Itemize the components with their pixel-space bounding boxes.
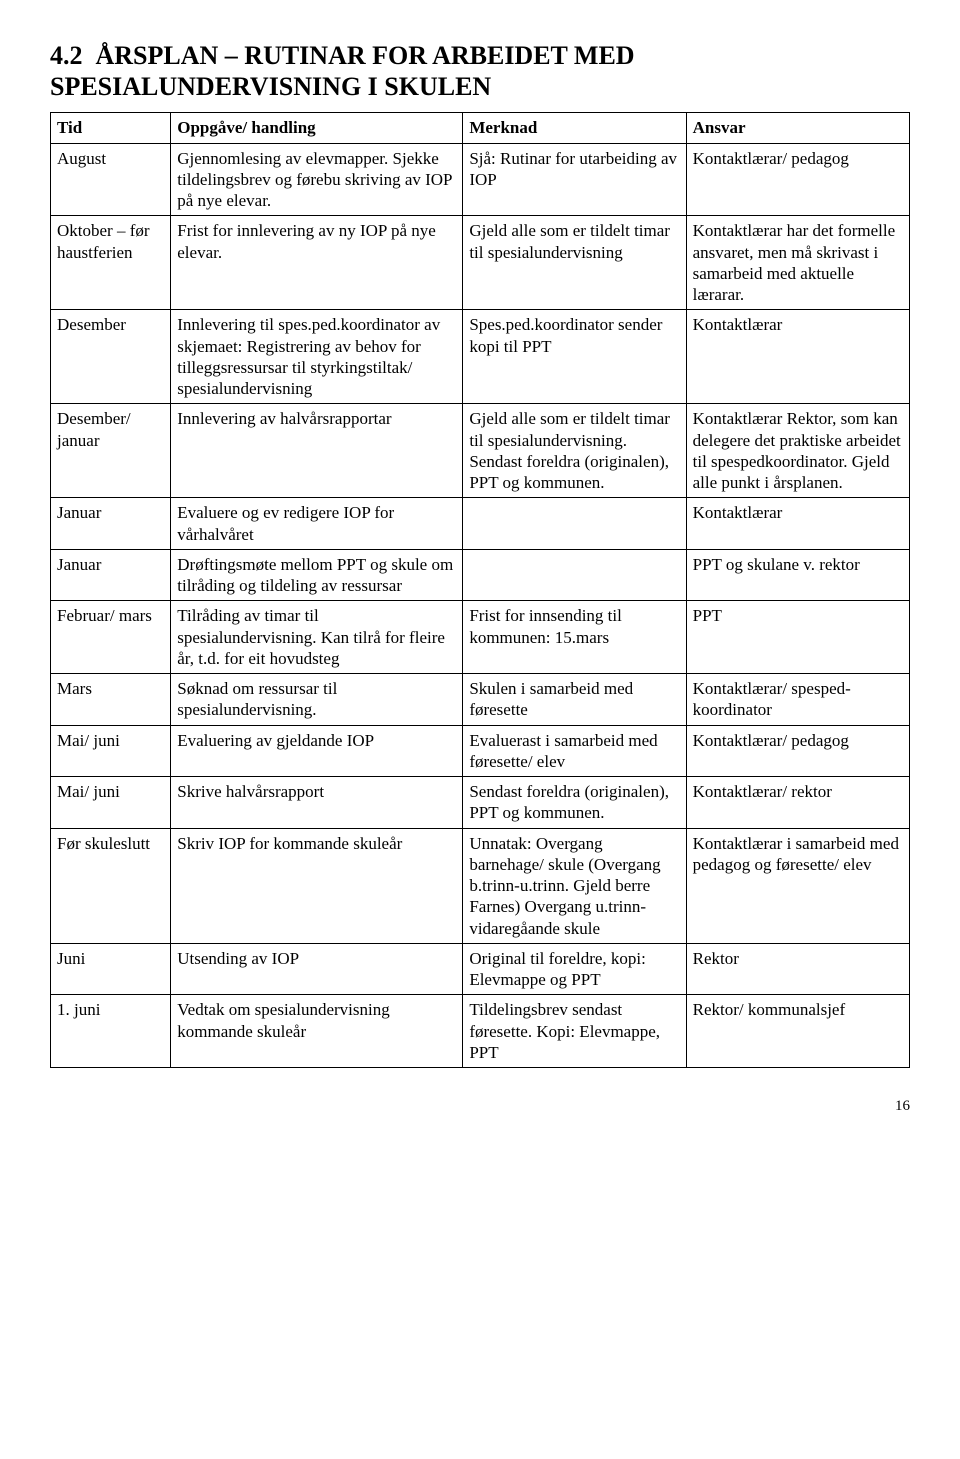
col-header-ansvar: Ansvar <box>686 113 909 143</box>
cell-tid: August <box>51 143 171 216</box>
cell-oppgave: Evaluering av gjeldande IOP <box>171 725 463 777</box>
cell-merknad: Spes.ped.koordinator sender kopi til PPT <box>463 310 686 404</box>
cell-ansvar: Kontaktlærar <box>686 498 909 550</box>
cell-tid: Oktober – før haustferien <box>51 216 171 310</box>
table-row: Desember Innlevering til spes.ped.koordi… <box>51 310 910 404</box>
cell-merknad <box>463 549 686 601</box>
cell-oppgave: Utsending av IOP <box>171 943 463 995</box>
table-row: Januar Evaluere og ev redigere IOP for v… <box>51 498 910 550</box>
cell-merknad: Sjå: Rutinar for utarbeiding av IOP <box>463 143 686 216</box>
table-row: Før skuleslutt Skriv IOP for kommande sk… <box>51 828 910 943</box>
cell-ansvar: Kontaktlærar har det formelle ansvaret, … <box>686 216 909 310</box>
cell-oppgave: Innlevering av halvårsrapportar <box>171 404 463 498</box>
cell-tid: Juni <box>51 943 171 995</box>
cell-oppgave: Søknad om ressursar til spesialundervisn… <box>171 674 463 726</box>
document-heading: 4.2 ÅRSPLAN – RUTINAR FOR ARBEIDET MED S… <box>50 40 910 102</box>
table-header-row: Tid Oppgåve/ handling Merknad Ansvar <box>51 113 910 143</box>
cell-merknad <box>463 498 686 550</box>
cell-merknad: Unnatak: Overgang barnehage/ skule (Over… <box>463 828 686 943</box>
cell-merknad: Original til foreldre, kopi: Elevmappe o… <box>463 943 686 995</box>
arsplan-table: Tid Oppgåve/ handling Merknad Ansvar Aug… <box>50 112 910 1068</box>
cell-ansvar: Kontaktlærar Rektor, som kan delegere de… <box>686 404 909 498</box>
cell-oppgave: Evaluere og ev redigere IOP for vårhalvå… <box>171 498 463 550</box>
cell-merknad: Sendast foreldra (originalen), PPT og ko… <box>463 777 686 829</box>
cell-tid: 1. juni <box>51 995 171 1068</box>
title-line2: SPESIALUNDERVISNING I SKULEN <box>50 72 491 101</box>
cell-tid: Mars <box>51 674 171 726</box>
cell-ansvar: Rektor <box>686 943 909 995</box>
cell-tid: Januar <box>51 549 171 601</box>
table-row: Oktober – før haustferien Frist for innl… <box>51 216 910 310</box>
cell-oppgave: Frist for innlevering av ny IOP på nye e… <box>171 216 463 310</box>
cell-tid: Februar/ mars <box>51 601 171 674</box>
cell-merknad: Gjeld alle som er tildelt timar til spes… <box>463 216 686 310</box>
table-row: Februar/ mars Tilråding av timar til spe… <box>51 601 910 674</box>
table-row: Mars Søknad om ressursar til spesialunde… <box>51 674 910 726</box>
cell-oppgave: Vedtak om spesialundervisning kommande s… <box>171 995 463 1068</box>
title-line1: ÅRSPLAN – RUTINAR FOR ARBEIDET MED <box>96 41 635 70</box>
table-row: 1. juni Vedtak om spesialundervisning ko… <box>51 995 910 1068</box>
cell-oppgave: Drøftingsmøte mellom PPT og skule om til… <box>171 549 463 601</box>
table-row: Mai/ juni Skrive halvårsrapport Sendast … <box>51 777 910 829</box>
table-row: August Gjennomlesing av elevmapper. Sjek… <box>51 143 910 216</box>
cell-ansvar: Kontaktlærar/ rektor <box>686 777 909 829</box>
cell-tid: Mai/ juni <box>51 777 171 829</box>
cell-tid: Desember/ januar <box>51 404 171 498</box>
col-header-tid: Tid <box>51 113 171 143</box>
cell-merknad: Evaluerast i samarbeid med føresette/ el… <box>463 725 686 777</box>
cell-ansvar: PPT og skulane v. rektor <box>686 549 909 601</box>
table-row: Juni Utsending av IOP Original til forel… <box>51 943 910 995</box>
cell-oppgave: Gjennomlesing av elevmapper. Sjekke tild… <box>171 143 463 216</box>
cell-merknad: Tildelingsbrev sendast føresette. Kopi: … <box>463 995 686 1068</box>
cell-merknad: Skulen i samarbeid med føresette <box>463 674 686 726</box>
table-row: Mai/ juni Evaluering av gjeldande IOP Ev… <box>51 725 910 777</box>
table-row: Januar Drøftingsmøte mellom PPT og skule… <box>51 549 910 601</box>
cell-ansvar: Rektor/ kommunalsjef <box>686 995 909 1068</box>
col-header-merknad: Merknad <box>463 113 686 143</box>
cell-ansvar: Kontaktlærar/ pedagog <box>686 143 909 216</box>
table-row: Desember/ januar Innlevering av halvårsr… <box>51 404 910 498</box>
cell-tid: Desember <box>51 310 171 404</box>
cell-merknad: Frist for innsending til kommunen: 15.ma… <box>463 601 686 674</box>
table-body: August Gjennomlesing av elevmapper. Sjek… <box>51 143 910 1068</box>
cell-ansvar: Kontaktlærar <box>686 310 909 404</box>
cell-ansvar: Kontaktlærar/ spesped-koordinator <box>686 674 909 726</box>
cell-oppgave: Skrive halvårsrapport <box>171 777 463 829</box>
cell-oppgave: Tilråding av timar til spesialundervisni… <box>171 601 463 674</box>
cell-tid: Før skuleslutt <box>51 828 171 943</box>
cell-oppgave: Skriv IOP for kommande skuleår <box>171 828 463 943</box>
cell-tid: Mai/ juni <box>51 725 171 777</box>
cell-oppgave: Innlevering til spes.ped.koordinator av … <box>171 310 463 404</box>
cell-merknad: Gjeld alle som er tildelt timar til spes… <box>463 404 686 498</box>
section-number: 4.2 <box>50 41 83 70</box>
page-number: 16 <box>50 1098 910 1115</box>
cell-tid: Januar <box>51 498 171 550</box>
col-header-oppgave: Oppgåve/ handling <box>171 113 463 143</box>
cell-ansvar: Kontaktlærar/ pedagog <box>686 725 909 777</box>
cell-ansvar: Kontaktlærar i samarbeid med pedagog og … <box>686 828 909 943</box>
cell-ansvar: PPT <box>686 601 909 674</box>
